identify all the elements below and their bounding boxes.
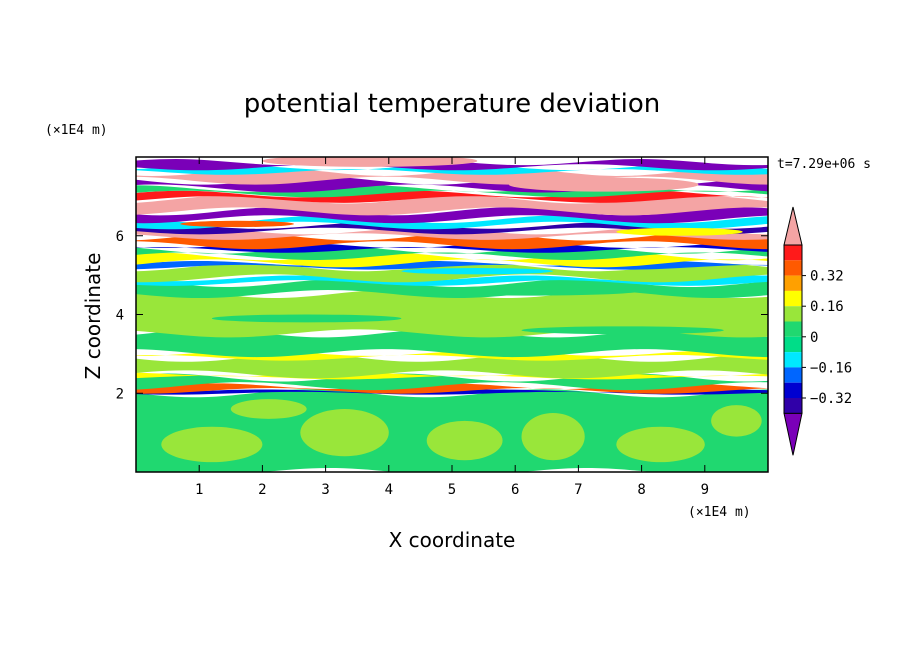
contour-patch (161, 426, 263, 463)
contour-band (136, 329, 768, 358)
contour-patch (521, 326, 724, 335)
colorbar-tick-label: −0.32 (810, 391, 852, 407)
contour-patch (401, 268, 554, 275)
colorbar-swatch (784, 367, 802, 383)
contour-patch (230, 399, 307, 419)
x-tick-label: 1 (195, 482, 203, 498)
x-tick-label: 7 (574, 482, 582, 498)
contour-band (136, 389, 768, 395)
x-tick-label: 5 (448, 482, 456, 498)
x-tick-label: 4 (385, 482, 393, 498)
contour-patch (262, 157, 478, 167)
contour-patch (616, 227, 743, 236)
colorbar-swatch (784, 336, 802, 353)
z-unit-label: (×1E4 m) (45, 123, 108, 138)
contour-patch (211, 314, 402, 323)
colorbar-tick-label: 0.32 (810, 269, 844, 285)
z-tick-label: 4 (116, 308, 124, 324)
colorbar-swatch (784, 321, 802, 337)
contour-patch (414, 286, 642, 296)
x-tick-label: 9 (701, 482, 709, 498)
x-unit-label: (×1E4 m) (688, 505, 751, 520)
z-axis-ticks: 2 4 6 (116, 229, 768, 402)
contour-patch (711, 405, 762, 437)
colorbar-swatch (784, 290, 802, 307)
time-label: t=7.29e+06 s (777, 157, 871, 172)
contour-band (136, 383, 768, 394)
contour-patch (521, 412, 585, 461)
colorbar-min-arrow (783, 412, 803, 456)
contour-patch (426, 420, 503, 461)
colorbar-swatch (784, 260, 802, 276)
x-tick-label: 8 (637, 482, 645, 498)
contour-patch (616, 426, 705, 463)
contour-band (136, 290, 768, 338)
contour-band (136, 275, 768, 286)
contour-band (136, 232, 768, 250)
z-tick-label: 6 (116, 229, 124, 245)
colorbar-tick-label: 0 (810, 330, 818, 346)
colorbar-swatch (784, 245, 802, 261)
colorbar-swatch (784, 275, 802, 291)
colorbar-swatch (784, 398, 802, 414)
contour-patch (300, 409, 389, 457)
z-axis-label: Z coordinate (81, 253, 105, 380)
chart-title: potential temperature deviation (244, 89, 660, 119)
colorbar: 0.32 0.16 0 −0.16 −0.32 (783, 206, 852, 456)
contour-patch (180, 220, 294, 228)
x-tick-label: 3 (321, 482, 329, 498)
x-tick-label: 2 (258, 482, 266, 498)
colorbar-swatch (784, 306, 802, 322)
contour-band (136, 167, 768, 185)
contour-patch (508, 177, 699, 192)
z-tick-label: 2 (116, 386, 124, 402)
colorbar-swatch (784, 382, 802, 398)
contour-field (136, 157, 768, 472)
contour-band (136, 207, 768, 224)
x-axis-ticks: 1 2 3 4 5 6 7 8 9 (195, 157, 709, 498)
colorbar-tick-label: 0.16 (810, 299, 844, 315)
x-tick-label: 6 (511, 482, 519, 498)
colorbar-swatch (784, 352, 802, 368)
colorbar-tick-label: −0.16 (810, 360, 852, 376)
colorbar-max-arrow (783, 206, 803, 246)
x-axis-label: X coordinate (389, 528, 516, 552)
